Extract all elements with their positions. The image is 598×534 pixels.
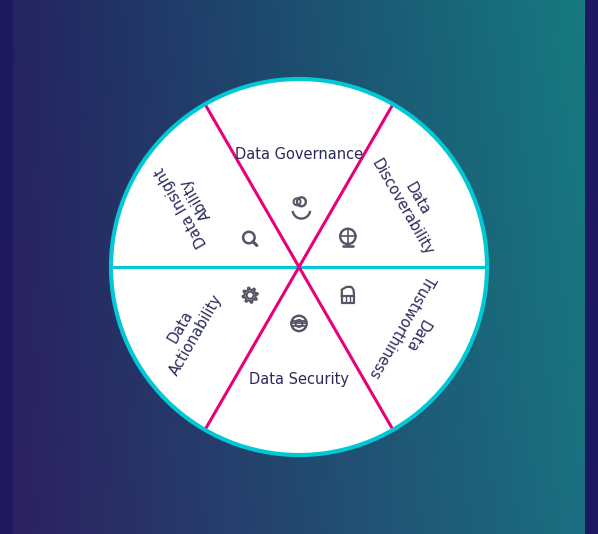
Text: Data
Trustworthiness: Data Trustworthiness [367, 272, 453, 389]
Text: Data Security: Data Security [249, 372, 349, 387]
Text: Data
Discoverability: Data Discoverability [368, 148, 451, 258]
Text: Data Governance: Data Governance [235, 147, 363, 162]
Text: Data Insight
Ability: Data Insight Ability [152, 156, 225, 250]
Text: Data
Actionability: Data Actionability [151, 284, 225, 379]
Circle shape [111, 79, 487, 455]
